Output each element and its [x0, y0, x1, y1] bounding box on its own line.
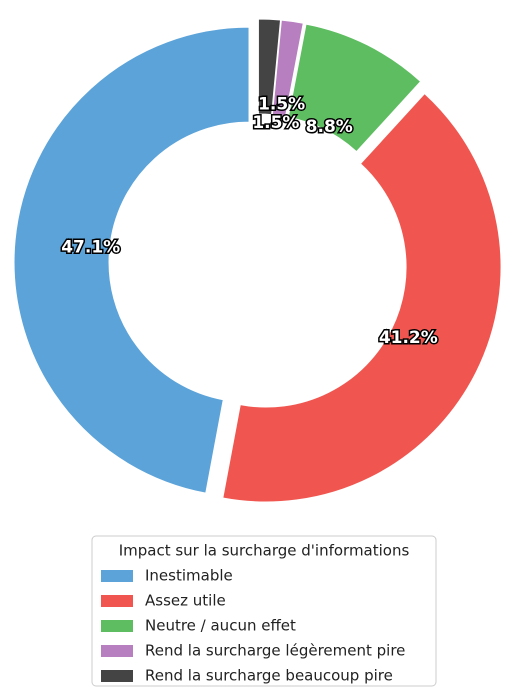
legend-title: Impact sur la surcharge d'informations: [119, 542, 410, 560]
legend-swatch: [101, 645, 133, 657]
data-label: 47.1%: [61, 237, 120, 257]
legend-label: Rend la surcharge légèrement pire: [145, 642, 405, 660]
legend-box: [91, 535, 437, 687]
wedge: [222, 92, 502, 503]
data-label: 1.5%: [258, 95, 305, 115]
legend-label: Inestimable: [145, 567, 233, 585]
legend-swatch: [101, 670, 133, 682]
legend-swatch: [101, 595, 133, 607]
wedge: [13, 26, 250, 494]
legend-label: Assez utile: [145, 592, 226, 610]
data-label: 41.2%: [379, 328, 438, 348]
wedge: [287, 23, 422, 153]
legend-label: Rend la surcharge beaucoup pire: [145, 667, 393, 685]
legend-swatch: [101, 620, 133, 632]
legend-swatch: [101, 570, 133, 582]
legend-label: Neutre / aucun effet: [145, 617, 296, 635]
data-label: 1.5%: [252, 113, 299, 133]
wedge: [271, 19, 304, 118]
data-label: 8.8%: [306, 117, 353, 137]
wedge: [257, 18, 282, 116]
